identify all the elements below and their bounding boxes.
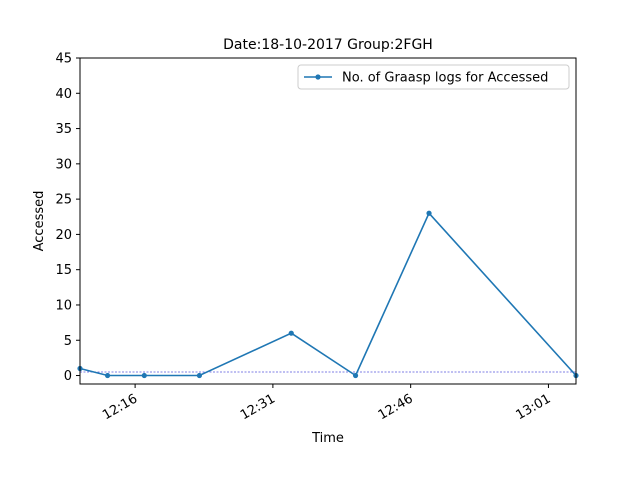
legend: No. of Graasp logs for Accessed (297, 64, 570, 90)
y-axis: 0 5 10 15 20 25 30 35 40 45 (55, 52, 80, 384)
y-tick-label: 30 (55, 157, 72, 172)
plot-area (77, 57, 579, 385)
data-point (426, 210, 432, 216)
legend-swatch-marker (315, 74, 321, 80)
x-tick-label: 12:46 (376, 391, 416, 423)
y-axis-label: Accessed (32, 191, 47, 252)
plot-frame (79, 57, 577, 385)
series-line (79, 211, 577, 377)
data-point (104, 372, 111, 379)
x-tick-label: 12:31 (238, 391, 278, 423)
y-tick-label: 5 (64, 334, 72, 349)
data-point (196, 372, 203, 379)
data-point (288, 330, 294, 336)
y-tick-label: 10 (55, 298, 72, 313)
y-tick-label: 35 (55, 122, 72, 137)
legend-entry: No. of Graasp logs for Accessed (342, 71, 548, 86)
x-axis-label: Time (311, 431, 344, 446)
y-tick-label: 0 (64, 369, 72, 384)
data-point (141, 372, 147, 379)
legend-box (297, 64, 570, 90)
x-tick-label: 13:01 (513, 391, 553, 423)
y-tick-label: 25 (55, 193, 72, 208)
x-axis: 12:16 12:31 12:46 13:01 (100, 384, 553, 423)
chart-title: Date:18-10-2017 Group:2FGH (223, 37, 433, 53)
y-tick-label: 40 (55, 87, 72, 102)
x-tick-label: 12:16 (100, 391, 140, 423)
y-tick-label: 45 (55, 52, 72, 67)
data-point (352, 372, 359, 379)
y-tick-label: 20 (55, 228, 72, 243)
y-tick-label: 15 (55, 263, 72, 278)
